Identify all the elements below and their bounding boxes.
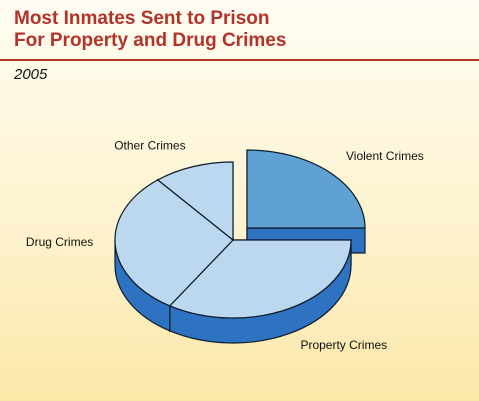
pie-label-drug-crimes: Drug Crimes <box>26 235 93 249</box>
title-line-1: Most Inmates Sent to Prison <box>14 8 270 29</box>
pie-labels: Violent Crimes Property Crimes Drug Crimes… <box>26 139 424 352</box>
pie-label-property-crimes: Property Crimes <box>300 338 387 352</box>
chart-subtitle: 2005 <box>14 66 48 83</box>
pie-slice-violent-crimes <box>246 149 366 229</box>
pie-slice-other-crimes <box>156 161 234 242</box>
title-divider <box>0 59 479 61</box>
pie-label-other-crimes: Other Crimes <box>114 139 185 153</box>
pie-label-violent-crimes: Violent Crimes <box>346 149 424 163</box>
title-line-2: For Property and Drug Crimes <box>14 30 287 51</box>
pie-slice-drug-crimes <box>114 179 234 307</box>
pie-tops <box>114 149 366 319</box>
chart-title: Most Inmates Sent to Prison For Property… <box>14 8 286 52</box>
